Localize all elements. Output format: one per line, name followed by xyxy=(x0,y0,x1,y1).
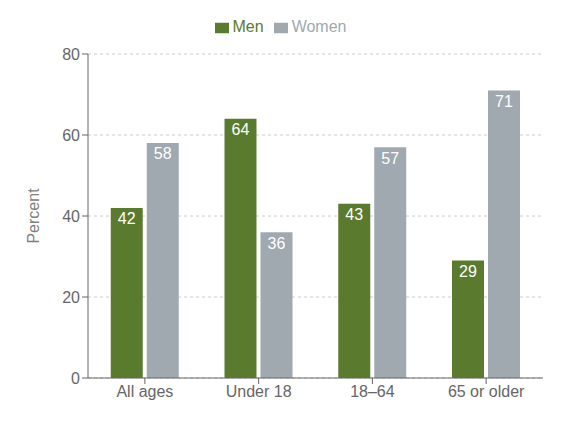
html-text:Women: Women xyxy=(291,18,347,35)
svg-text:58: 58 xyxy=(154,145,172,162)
svg-text:Percent: Percent xyxy=(25,188,42,244)
svg-text:Under 18: Under 18 xyxy=(226,383,292,400)
svg-text:80: 80 xyxy=(62,46,80,63)
svg-text:71: 71 xyxy=(495,93,513,110)
svg-text:57: 57 xyxy=(381,150,399,167)
svg-text:All ages: All ages xyxy=(116,383,173,400)
svg-text:60: 60 xyxy=(62,127,80,144)
svg-text:64: 64 xyxy=(232,121,250,138)
svg-text:36: 36 xyxy=(268,235,286,252)
svg-text:20: 20 xyxy=(62,289,80,306)
svg-text:43: 43 xyxy=(345,206,363,223)
svg-text:29: 29 xyxy=(459,263,477,280)
svg-text:65 or older: 65 or older xyxy=(448,383,525,400)
svg-text:40: 40 xyxy=(62,208,80,225)
svg-text:18–64: 18–64 xyxy=(350,383,395,400)
svg-text:42: 42 xyxy=(118,210,136,227)
html-text:Men: Men xyxy=(232,18,264,35)
svg-text:0: 0 xyxy=(71,370,80,387)
